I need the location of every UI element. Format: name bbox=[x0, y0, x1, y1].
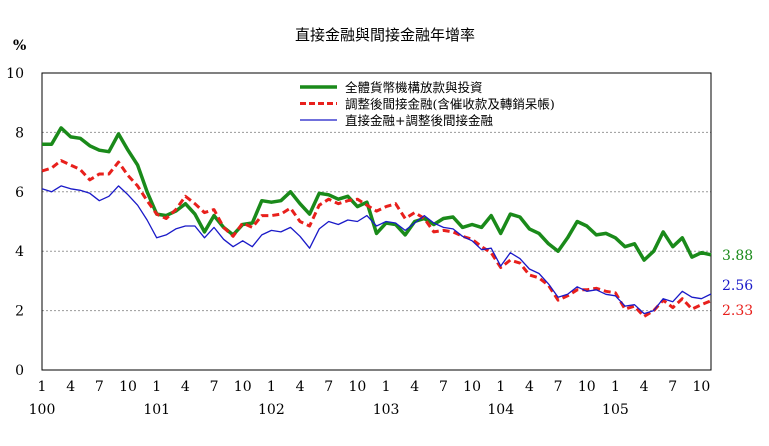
end-label-2: 2.33 bbox=[722, 303, 753, 319]
x-tick-label: 4 bbox=[296, 379, 305, 395]
x-year-label: 105 bbox=[602, 402, 629, 418]
x-tick-label: 4 bbox=[66, 379, 75, 395]
series-lines bbox=[41, 126, 712, 318]
x-tick-label: 7 bbox=[210, 379, 219, 395]
y-tick-label: 0 bbox=[15, 363, 24, 379]
y-tick-label: 2 bbox=[15, 304, 24, 320]
x-tick-label: 10 bbox=[578, 379, 596, 395]
x-tick-label: 1 bbox=[267, 379, 276, 395]
x-tick-label: 10 bbox=[119, 379, 137, 395]
end-value-labels: 3.88 2.33 2.56 bbox=[722, 248, 753, 319]
legend-label-2: 調整後間接金融(含催收款及轉銷呆帳) bbox=[345, 97, 555, 112]
x-tick-label: 1 bbox=[496, 379, 505, 395]
x-tick-label: 7 bbox=[668, 379, 677, 395]
x-tick-label: 7 bbox=[439, 379, 448, 395]
x-tick-label: 7 bbox=[554, 379, 563, 395]
x-year-label: 104 bbox=[487, 402, 514, 418]
legend-label-1: 全體貨幣機構放款與投資 bbox=[345, 80, 483, 95]
legend-label-3: 直接金融+調整後間接金融 bbox=[345, 113, 493, 128]
x-year-label: 101 bbox=[143, 402, 170, 418]
x-tick-label: 10 bbox=[463, 379, 481, 395]
x-tick-label: 4 bbox=[410, 379, 419, 395]
end-label-3: 2.56 bbox=[722, 278, 753, 294]
x-tick-label: 1 bbox=[38, 379, 47, 395]
x-tick-label: 1 bbox=[152, 379, 161, 395]
x-tick-label: 10 bbox=[348, 379, 366, 395]
series-line-3 bbox=[41, 185, 712, 315]
x-tick-label: 1 bbox=[382, 379, 391, 395]
y-axis-unit-label: % bbox=[13, 38, 26, 54]
series-line-2 bbox=[41, 159, 712, 318]
x-tick-label: 10 bbox=[693, 379, 711, 395]
plot-frame bbox=[41, 72, 712, 371]
chart-title: 直接金融與間接金融年增率 bbox=[295, 26, 475, 44]
legend: 全體貨幣機構放款與投資調整後間接金融(含催收款及轉銷呆帳)直接金融+調整後間接金… bbox=[300, 80, 555, 128]
y-tick-label: 8 bbox=[15, 125, 24, 141]
x-tick-label: 7 bbox=[95, 379, 104, 395]
x-tick-label: 7 bbox=[324, 379, 333, 395]
x-tick-label: 4 bbox=[640, 379, 649, 395]
x-tick-label: 4 bbox=[181, 379, 190, 395]
grid-lines bbox=[42, 131, 711, 312]
x-tick-label: 1 bbox=[611, 379, 620, 395]
x-year-label: 102 bbox=[258, 402, 285, 418]
end-label-1: 3.88 bbox=[722, 248, 753, 264]
x-year-label: 103 bbox=[373, 402, 400, 418]
x-tick-label: 10 bbox=[234, 379, 252, 395]
y-tick-label: 10 bbox=[6, 66, 24, 82]
series-line-1 bbox=[42, 126, 712, 262]
y-tick-label: 4 bbox=[15, 244, 24, 260]
y-tick-label: 6 bbox=[15, 185, 24, 201]
x-tick-label: 4 bbox=[525, 379, 534, 395]
x-year-label: 100 bbox=[29, 402, 56, 418]
